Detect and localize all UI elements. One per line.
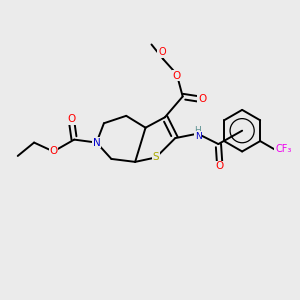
Text: N: N	[93, 138, 101, 148]
Text: O: O	[67, 114, 75, 124]
Text: O: O	[49, 146, 58, 157]
Text: O: O	[158, 47, 166, 57]
Text: O: O	[172, 71, 181, 81]
Text: S: S	[153, 152, 159, 162]
Text: CF₃: CF₃	[275, 144, 291, 154]
Text: H: H	[194, 126, 201, 135]
Text: O: O	[216, 161, 224, 171]
Text: N: N	[195, 131, 202, 140]
Text: O: O	[198, 94, 206, 104]
